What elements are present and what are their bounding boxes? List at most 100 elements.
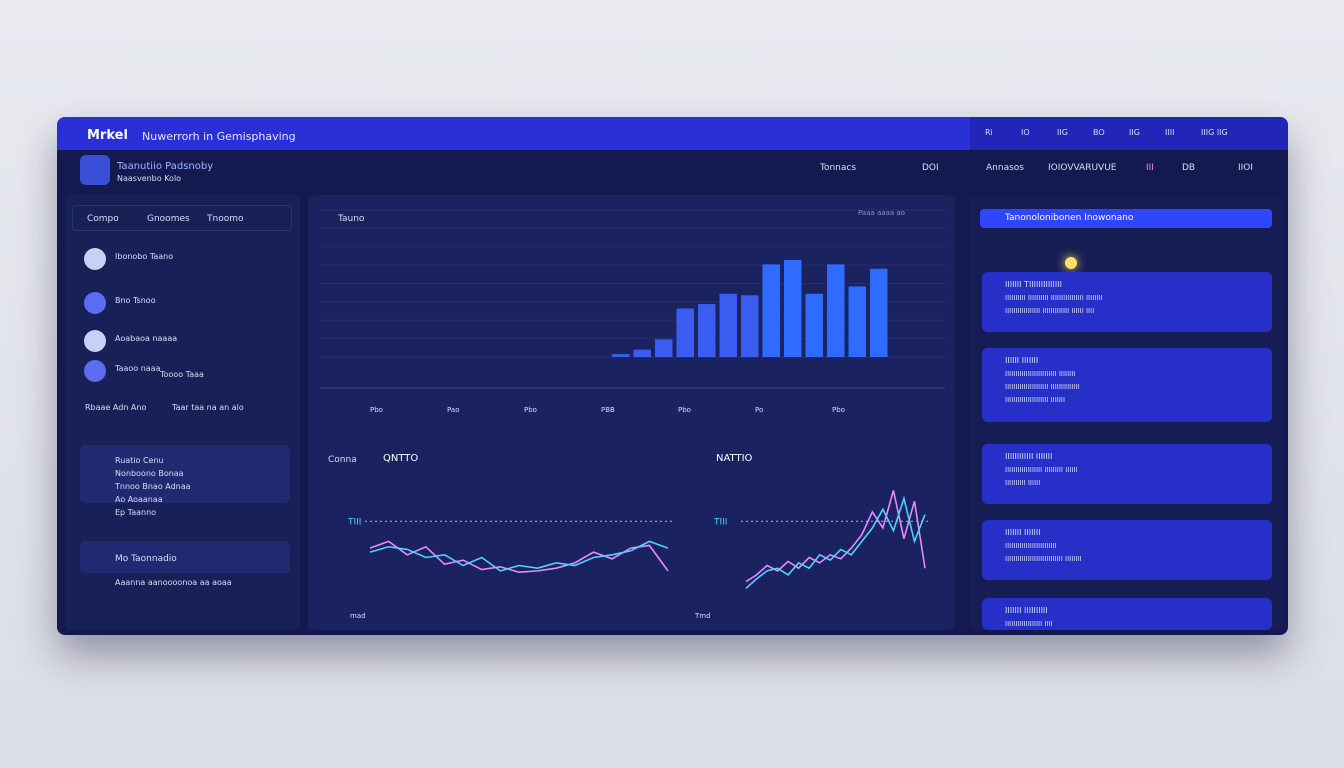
- sidebar-item: Toooo Taaa: [160, 370, 204, 379]
- app-subtitle: Nuwerrorh in Gemisphaving: [142, 130, 296, 143]
- bar: [655, 339, 673, 357]
- sidebar-tab: Gnoomes: [147, 214, 190, 224]
- series-line: [745, 490, 926, 583]
- item-avatar: [84, 248, 106, 270]
- bar-chart-panel: [308, 195, 955, 630]
- sidebar-item: Bno Tsnoo: [115, 296, 156, 305]
- x-note: Pbo: [678, 406, 691, 414]
- card-title: IIIIIII TIIIIIIIIIIIIII: [1005, 280, 1062, 289]
- card-line: IIIIIIIIII IIIIII: [1005, 479, 1041, 487]
- card-line: IIIIIIIIIIIIIIIIII IIIIIIIII IIIIII: [1005, 466, 1078, 474]
- card-line: IIIIIIIIII IIIIIIIIII IIIIIIIIIIIIIIII I…: [1005, 294, 1103, 302]
- sidebar-footer-text: Aaanna aanoooonoa aa aoaa: [115, 578, 232, 587]
- card-title: IIIIIIIIIIII IIIIIII: [1005, 452, 1053, 461]
- header-tab: IIG: [1057, 128, 1068, 137]
- app-title: Mrkel: [87, 128, 128, 143]
- toolbar-item: IOIOVVARUVUE: [1048, 163, 1117, 173]
- bar: [719, 293, 737, 357]
- header-tab: IO: [1021, 128, 1030, 137]
- brand: Taanutiio Padsnoby: [117, 161, 214, 172]
- sidebar-tab: Tnoomo: [207, 214, 244, 224]
- toolbar-item: DOI: [922, 163, 939, 173]
- sidebar-row-item: Rbaae Adn Ano: [85, 403, 147, 412]
- info-card: [982, 272, 1272, 332]
- header-tab: IIIG IIG: [1201, 128, 1228, 137]
- sidebar-footer-title: Mo Taonnadio: [115, 554, 177, 564]
- bar: [741, 295, 759, 357]
- x-note: Po: [755, 406, 764, 414]
- sidebar-list-item: Ao Aoaanaa: [115, 495, 163, 504]
- sidebar-item: Aoabaoa naaaa: [115, 334, 178, 343]
- info-card: [982, 444, 1272, 504]
- bar: [612, 354, 630, 357]
- sidebar-item: Ibonobo Taano: [115, 252, 174, 261]
- list-panel: [80, 445, 290, 503]
- series-line: [369, 540, 669, 574]
- reference-label: TIII: [713, 517, 727, 527]
- toolbar-item: DB: [1182, 163, 1196, 173]
- card-title: IIIIII IIIIIII: [1005, 356, 1039, 365]
- x-note: Pao: [447, 406, 460, 414]
- chart-subtitle: Paaa aaaa ao: [858, 209, 905, 217]
- avatar: [80, 155, 110, 185]
- bar: [805, 293, 823, 357]
- header-tab: IIG: [1129, 128, 1140, 137]
- info-card: [982, 520, 1272, 580]
- banner-text: Tanonolonibonen Inowonano: [1005, 213, 1134, 223]
- toolbar-item: Tonnacs: [820, 163, 857, 173]
- card-title: IIIIIII IIIIIII: [1005, 528, 1041, 537]
- toolbar-item: IIOI: [1238, 163, 1254, 173]
- card-line: IIIIIIIIIIIIIIIIIIIIIIIIIIII IIIIIIII: [1005, 555, 1082, 563]
- bar: [676, 308, 694, 357]
- chart-title: Tauno: [338, 214, 365, 224]
- chart-label: Conna: [328, 455, 357, 465]
- x-note: Pbo: [524, 406, 537, 414]
- header-tab: Ri: [985, 128, 993, 137]
- tab-row: [72, 205, 292, 231]
- card-line: IIIIIIIIIIIIIIIIIIIIIIIII: [1005, 542, 1057, 550]
- card-line: IIIIIIIIIIIIIIIIIIIII IIIIIII: [1005, 396, 1066, 404]
- x-note: Pbo: [370, 406, 383, 414]
- x-note: PBB: [601, 406, 615, 414]
- card-line: IIIIIIIIIIIIIIIIIIIIIIIII IIIIIIII: [1005, 370, 1076, 378]
- bar: [633, 349, 651, 357]
- bar: [827, 264, 845, 357]
- info-card: [982, 348, 1272, 422]
- card-title: IIIIIII IIIIIIIIII: [1005, 606, 1048, 615]
- bar: [848, 286, 866, 357]
- item-avatar: [84, 360, 106, 382]
- header-tab: IIII: [1165, 128, 1175, 137]
- banner: [980, 209, 1272, 228]
- bar: [784, 259, 802, 357]
- chart-title: NATTIO: [716, 453, 753, 464]
- bar: [762, 264, 780, 357]
- card-line: IIIIIIIIIIIIIIIII IIIIIIIIIIIII IIIIII I…: [1005, 307, 1095, 315]
- chart-footer: mad: [350, 612, 366, 620]
- sidebar-list-item: Ruatio Cenu: [115, 456, 164, 465]
- sidebar-tab: Compo: [87, 214, 119, 224]
- series-line: [745, 495, 926, 589]
- series-line: [369, 540, 669, 572]
- sidebar-list-item: Ep Taanno: [115, 508, 157, 517]
- sidebar-row-item: Taar taa na an alo: [172, 403, 244, 412]
- header-bar: [57, 117, 970, 150]
- sidebar-item: Taaoo naaa: [115, 364, 161, 373]
- footer-panel: [80, 541, 290, 573]
- bar: [698, 304, 716, 357]
- toolbar-item: III: [1146, 163, 1154, 173]
- brand-sub: Naasvenbo Kolo: [117, 174, 182, 183]
- chart-footer: Tmd: [695, 612, 711, 620]
- header-bar-right: [970, 117, 1288, 150]
- item-avatar: [84, 292, 106, 314]
- x-note: Pbo: [832, 406, 845, 414]
- card-line: IIIIIIIIIIIIIIIIIIIII IIIIIIIIIIIIII: [1005, 383, 1080, 391]
- item-avatar: [84, 330, 106, 352]
- header-tab: BO: [1093, 128, 1105, 137]
- status-dot: [1065, 257, 1077, 269]
- bar: [870, 268, 888, 357]
- sidebar-list-item: Nonboono Bonaa: [115, 469, 184, 478]
- info-card: [982, 598, 1272, 630]
- toolbar-item: Annasos: [986, 163, 1024, 173]
